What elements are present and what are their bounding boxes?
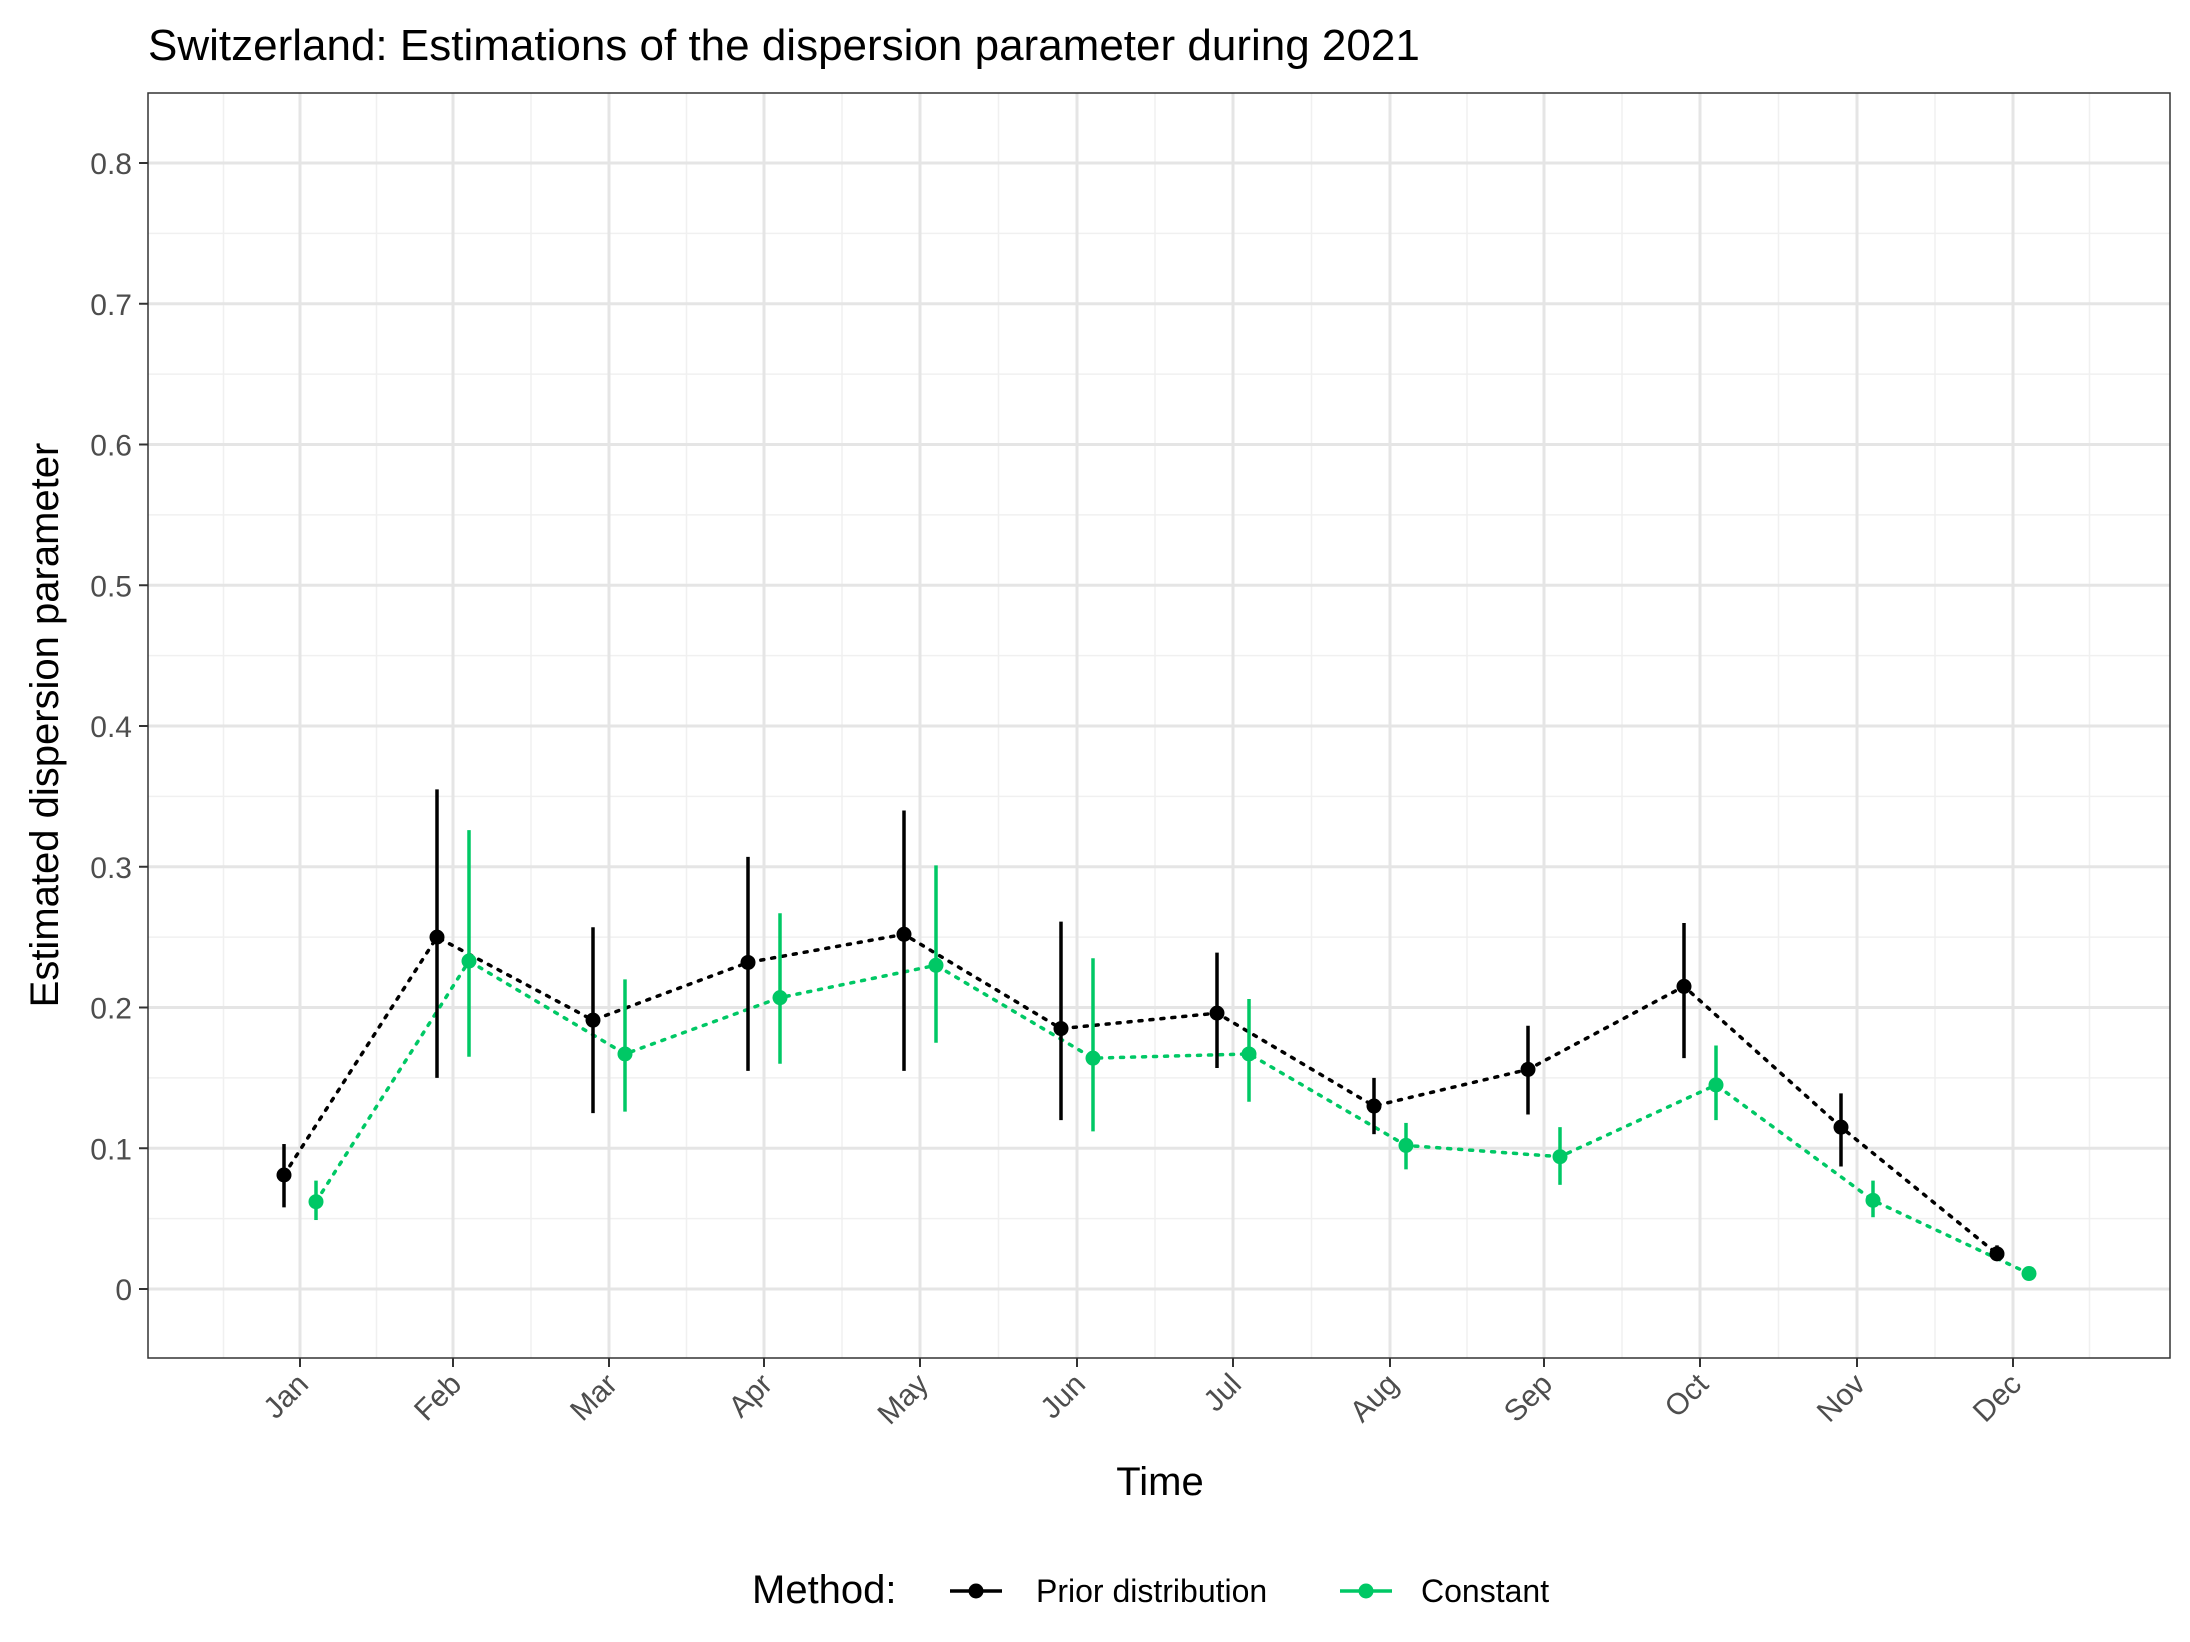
y-tick-label: 0.1	[90, 1133, 132, 1166]
data-point	[308, 1194, 324, 1210]
data-point	[461, 953, 477, 969]
series-line	[282, 932, 1999, 1256]
legend-label: Prior distribution	[1036, 1573, 1267, 1609]
data-point	[1209, 1005, 1225, 1021]
data-point	[1552, 1149, 1568, 1165]
data-point	[429, 929, 445, 945]
points-layer	[276, 926, 2037, 1282]
y-tick-label: 0.6	[90, 430, 132, 463]
data-point	[1989, 1246, 2005, 1262]
legend-key-point	[1358, 1583, 1374, 1599]
lines-layer	[282, 932, 2031, 1276]
x-axis-title: Time	[1116, 1460, 1203, 1504]
y-tick-label: 0.8	[90, 148, 132, 181]
y-tick-label: 0.5	[90, 570, 132, 603]
y-tick-label: 0	[115, 1274, 132, 1307]
data-point	[276, 1167, 292, 1183]
legend-key-point	[968, 1583, 984, 1599]
y-tick-label: 0.3	[90, 852, 132, 885]
y-axis-title: Estimated dispersion parameter	[23, 443, 67, 1008]
data-point	[1865, 1192, 1881, 1208]
data-point	[1366, 1098, 1382, 1114]
y-tick-label: 0.7	[90, 289, 132, 322]
data-point	[896, 926, 912, 942]
data-point	[1708, 1077, 1724, 1093]
data-point	[1676, 978, 1692, 994]
data-point	[2021, 1266, 2037, 1282]
y-tick-label: 0.4	[90, 711, 132, 744]
data-point	[1241, 1046, 1257, 1062]
data-point	[1398, 1137, 1414, 1153]
data-point	[585, 1012, 601, 1028]
y-tick-label: 0.2	[90, 993, 132, 1026]
y-axis: 0 0.1 0.2 0.3 0.4 0.5 0.6 0.7 0.8	[90, 148, 148, 1307]
data-point	[1085, 1050, 1101, 1066]
grid-layer	[148, 93, 2170, 1358]
data-point	[1833, 1119, 1849, 1135]
legend-title: Method:	[752, 1568, 897, 1612]
data-point	[772, 990, 788, 1006]
data-point	[928, 957, 944, 973]
legend-label: Constant	[1421, 1573, 1549, 1609]
data-point	[1053, 1021, 1069, 1037]
data-point	[617, 1046, 633, 1062]
data-point	[740, 954, 756, 970]
data-point	[1520, 1061, 1536, 1077]
chart-title: Switzerland: Estimations of the dispersi…	[148, 21, 1420, 70]
legend: Method: Prior distribution Constant	[752, 1568, 1549, 1612]
